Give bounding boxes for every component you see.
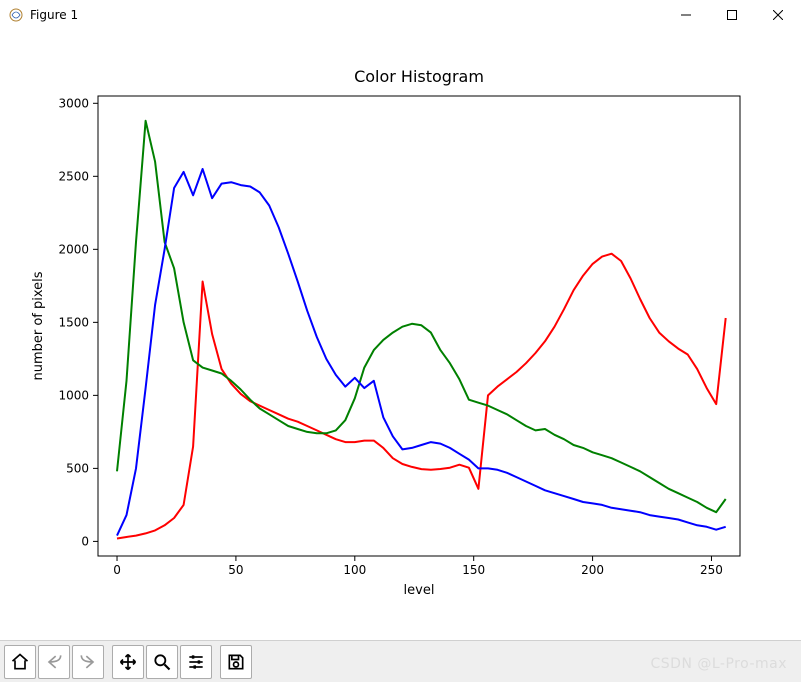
forward-button[interactable]	[72, 645, 104, 679]
app-icon	[8, 7, 24, 23]
svg-text:1000: 1000	[58, 388, 89, 402]
svg-text:200: 200	[581, 563, 604, 577]
matplotlib-toolbar	[0, 640, 801, 682]
svg-text:0: 0	[113, 563, 121, 577]
svg-text:Color Histogram: Color Histogram	[354, 67, 484, 86]
svg-text:1500: 1500	[58, 315, 89, 329]
configure-button[interactable]	[180, 645, 212, 679]
minimize-button[interactable]	[663, 0, 709, 30]
window-controls	[663, 0, 801, 30]
svg-text:150: 150	[462, 563, 485, 577]
maximize-button[interactable]	[709, 0, 755, 30]
close-button[interactable]	[755, 0, 801, 30]
pan-button[interactable]	[112, 645, 144, 679]
svg-text:3000: 3000	[58, 96, 89, 110]
window-title: Figure 1	[30, 8, 78, 22]
svg-text:500: 500	[66, 461, 89, 475]
save-button[interactable]	[220, 645, 252, 679]
zoom-button[interactable]	[146, 645, 178, 679]
chart-canvas: 050100150200250050010001500200025003000l…	[0, 30, 801, 640]
svg-text:0: 0	[81, 534, 89, 548]
svg-text:level: level	[404, 583, 435, 598]
window-titlebar: Figure 1	[0, 0, 801, 30]
home-button[interactable]	[4, 645, 36, 679]
svg-text:2500: 2500	[58, 169, 89, 183]
svg-text:250: 250	[700, 563, 723, 577]
svg-text:number of pixels: number of pixels	[31, 271, 46, 380]
svg-text:50: 50	[228, 563, 243, 577]
back-button[interactable]	[38, 645, 70, 679]
svg-text:2000: 2000	[58, 242, 89, 256]
plot-area: 050100150200250050010001500200025003000l…	[0, 30, 801, 640]
svg-text:100: 100	[343, 563, 366, 577]
